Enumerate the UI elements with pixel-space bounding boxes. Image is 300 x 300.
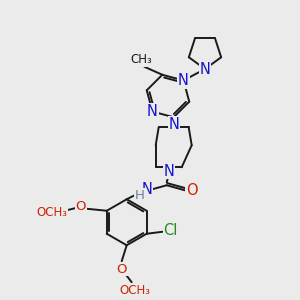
Text: OCH₃: OCH₃: [36, 206, 67, 219]
Text: N: N: [147, 104, 158, 119]
Text: OCH₃: OCH₃: [119, 284, 150, 297]
Text: CH₃: CH₃: [130, 53, 152, 66]
Text: O: O: [116, 263, 127, 276]
Text: O: O: [186, 183, 197, 198]
Text: N: N: [141, 182, 152, 197]
Text: H: H: [135, 189, 145, 202]
Text: N: N: [163, 164, 174, 179]
Text: N: N: [168, 117, 179, 132]
Text: N: N: [200, 61, 210, 76]
Text: Cl: Cl: [164, 223, 178, 238]
Text: O: O: [76, 200, 86, 213]
Text: N: N: [178, 73, 189, 88]
